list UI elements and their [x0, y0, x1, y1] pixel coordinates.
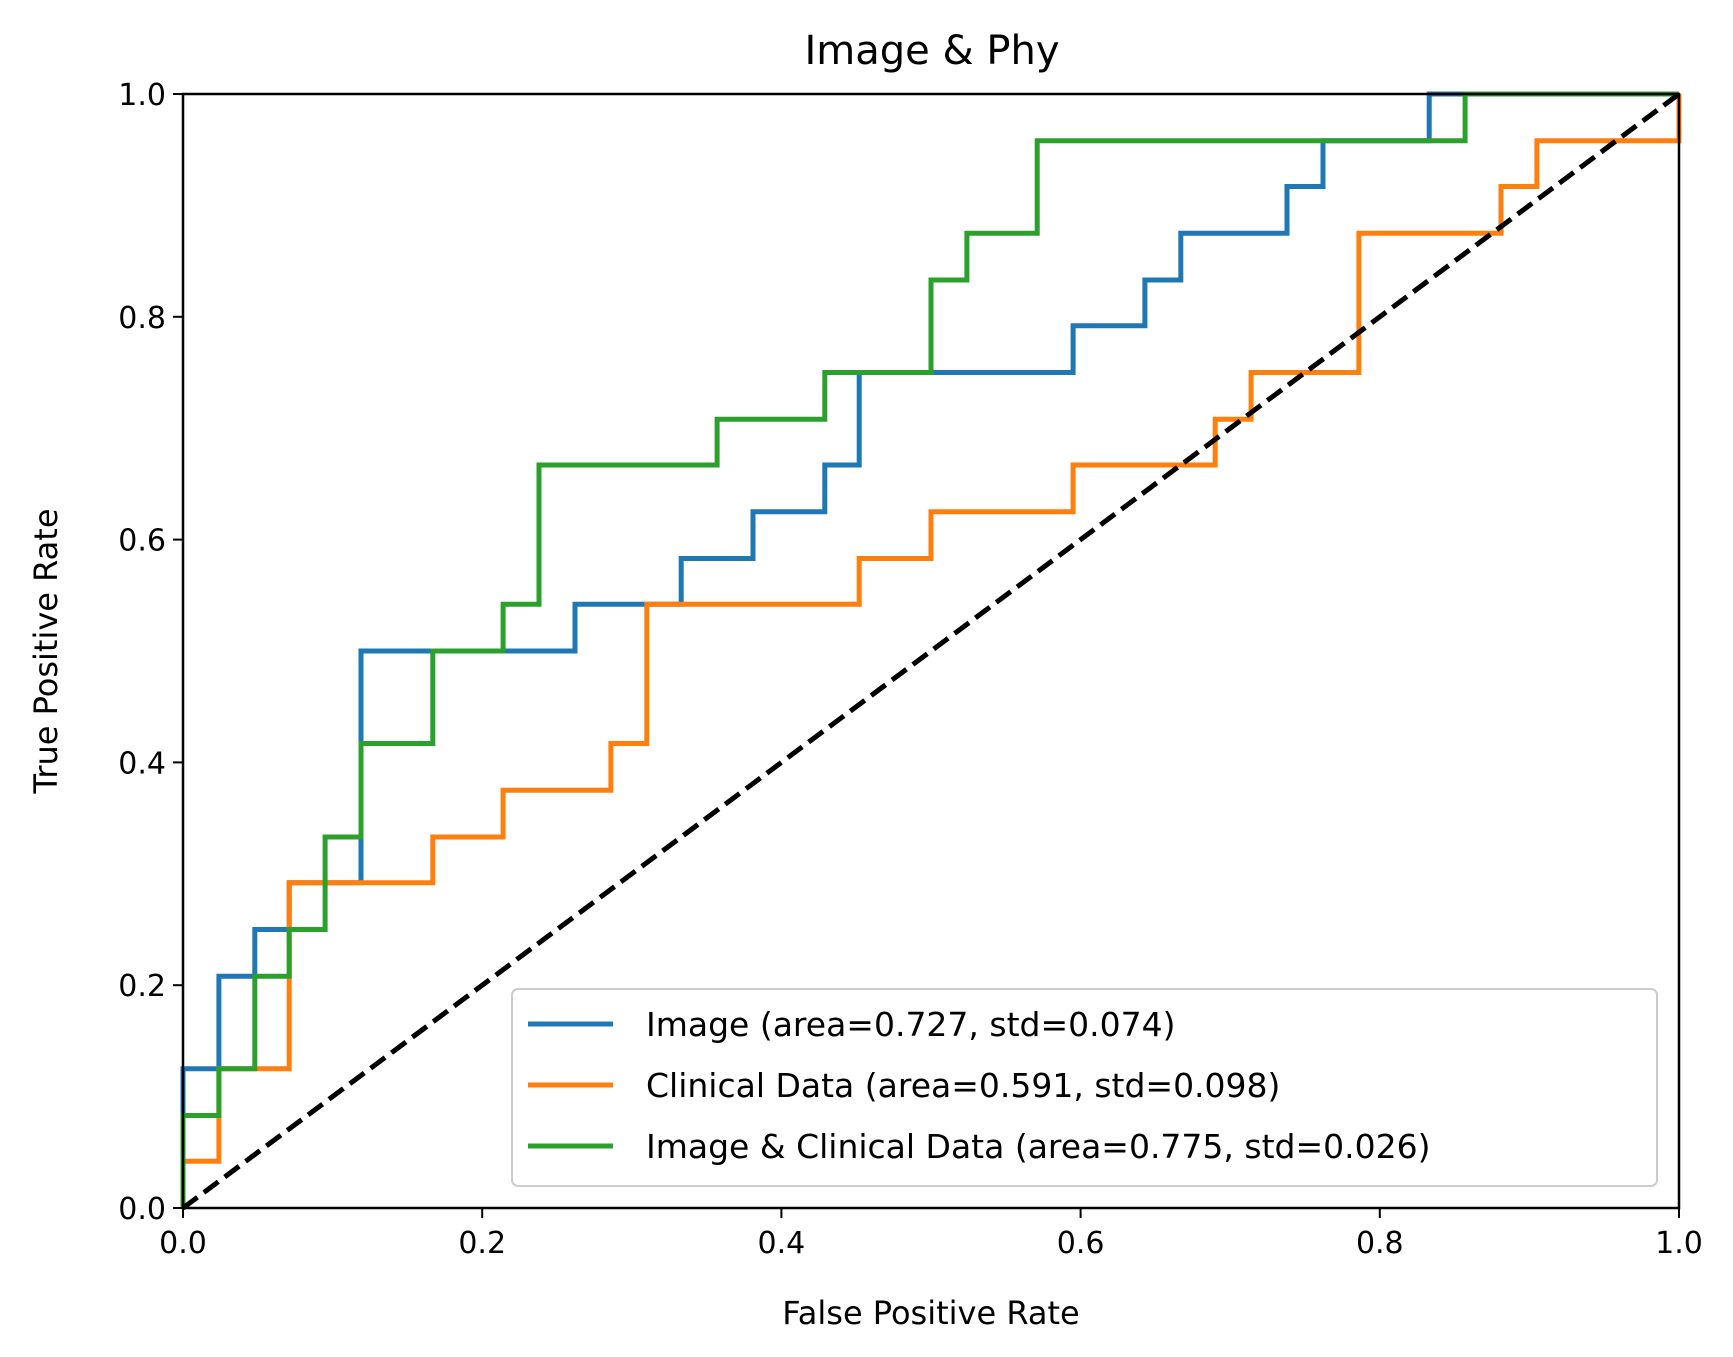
- x-tick-label: 0.2: [458, 1226, 506, 1261]
- legend: Image (area=0.727, std=0.074) Clinical Da…: [511, 988, 1658, 1187]
- y-axis-label: True Positive Rate: [27, 508, 65, 794]
- x-tick-label: 0.4: [758, 1226, 806, 1261]
- series-line-1: [180, 91, 1679, 1208]
- x-tick-label: 0.0: [159, 1226, 207, 1261]
- series-line-2: [180, 94, 1682, 1208]
- axes-frame: [181, 92, 1681, 1210]
- y-axis: 0.0 0.2 0.4 0.6 0.8 1.0: [118, 78, 183, 1227]
- chart-title: Image & Phy: [804, 28, 1059, 74]
- y-tick-label: 0.2: [118, 969, 166, 1004]
- y-tick-label: 0.4: [118, 746, 166, 781]
- legend-label-1: Image (area=0.727, std=0.074): [646, 1005, 1175, 1044]
- legend-box: [511, 988, 1658, 1187]
- y-tick-label: 0.8: [118, 301, 166, 336]
- x-axis: 0.0 0.2 0.4 0.6 0.8 1.0: [159, 1208, 1703, 1261]
- legend-label-2: Clinical Data (area=0.591, std=0.098): [646, 1066, 1280, 1105]
- series-line-3: [180, 91, 1679, 1208]
- x-tick-label: 0.8: [1356, 1226, 1404, 1261]
- legend-label-3: Image & Clinical Data (area=0.775, std=0…: [646, 1127, 1430, 1166]
- plot-area: [180, 91, 1682, 1211]
- y-tick-label: 1.0: [118, 78, 166, 113]
- y-tick-label: 0.6: [118, 524, 166, 559]
- x-tick-label: 0.6: [1057, 1226, 1105, 1261]
- x-tick-label: 1.0: [1655, 1226, 1703, 1261]
- x-axis-label: False Positive Rate: [782, 1294, 1079, 1332]
- y-tick-label: 0.0: [118, 1192, 166, 1227]
